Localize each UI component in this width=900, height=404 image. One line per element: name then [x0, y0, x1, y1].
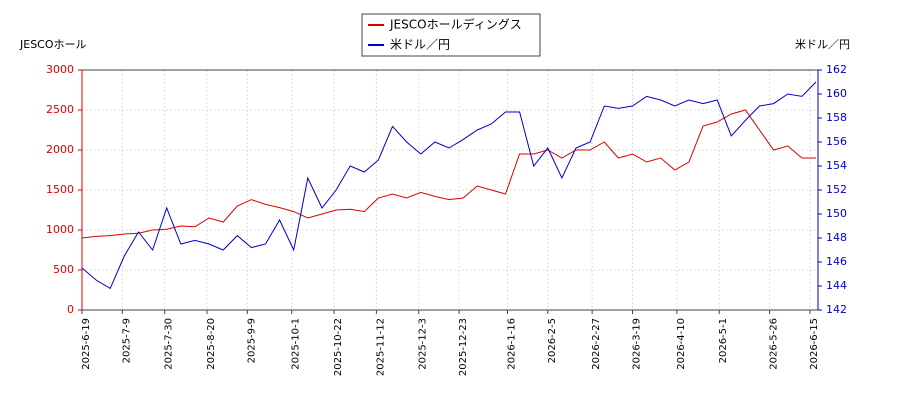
x-tick-label: 2026-6-15: [809, 318, 820, 370]
y2-tick-label: 156: [826, 135, 847, 148]
y2-tick-label: 142: [826, 303, 847, 316]
y2-tick-label: 158: [826, 111, 847, 124]
x-tick-label: 2025-10-22: [333, 318, 344, 376]
y2-tick-label: 152: [826, 183, 847, 196]
x-tick-label: 2026-1-16: [506, 318, 517, 370]
legend-label: JESCOホールディングス: [389, 17, 522, 32]
series-line: [81, 81, 817, 290]
y2-tick-label: 160: [826, 87, 847, 100]
y-tick-label: 2500: [46, 103, 74, 116]
y-tick-label: 500: [53, 263, 74, 276]
x-tick-label: 2025-7-30: [164, 318, 175, 370]
y2-tick-label: 148: [826, 231, 847, 244]
y2-tick-label: 154: [826, 159, 847, 172]
x-tick-label: 2026-2-5: [547, 318, 558, 363]
x-tick-label: 2025-7-9: [121, 318, 132, 363]
x-tick-label: 2025-11-12: [375, 318, 386, 376]
y2-tick-label: 144: [826, 279, 847, 292]
y-tick-label: 1000: [46, 223, 74, 236]
x-tick-label: 2025-12-3: [418, 318, 429, 370]
y2-tick-label: 162: [826, 63, 847, 76]
x-tick-label: 2026-5-26: [769, 318, 780, 370]
x-tick-label: 2025-9-9: [246, 318, 257, 363]
legend: [361, 13, 541, 57]
y-tick-label: 0: [67, 303, 74, 316]
x-tick-label: 2026-4-10: [676, 318, 687, 370]
y-tick-label: 3000: [46, 63, 74, 76]
x-tick-label: 2025-8-20: [206, 318, 217, 370]
legend-label: 米ドル／円: [390, 38, 450, 52]
y2-tick-label: 146: [826, 255, 847, 268]
x-tick-label: 2025-10-1: [291, 318, 302, 370]
y-tick-label: 1500: [46, 183, 74, 196]
x-tick-label: 2026-2-27: [591, 318, 602, 370]
y-axis-title: JESCOホール: [19, 38, 87, 51]
y2-tick-label: 150: [826, 207, 847, 220]
x-tick-label: 2025-6-19: [81, 318, 92, 370]
x-tick-label: 2026-5-1: [718, 318, 729, 363]
series-line: [81, 109, 816, 239]
x-tick-label: 2026-3-19: [631, 318, 642, 370]
x-tick-label: 2025-12-23: [458, 318, 469, 376]
y2-axis-title: 米ドル／円: [795, 38, 850, 51]
y-tick-label: 2000: [46, 143, 74, 156]
